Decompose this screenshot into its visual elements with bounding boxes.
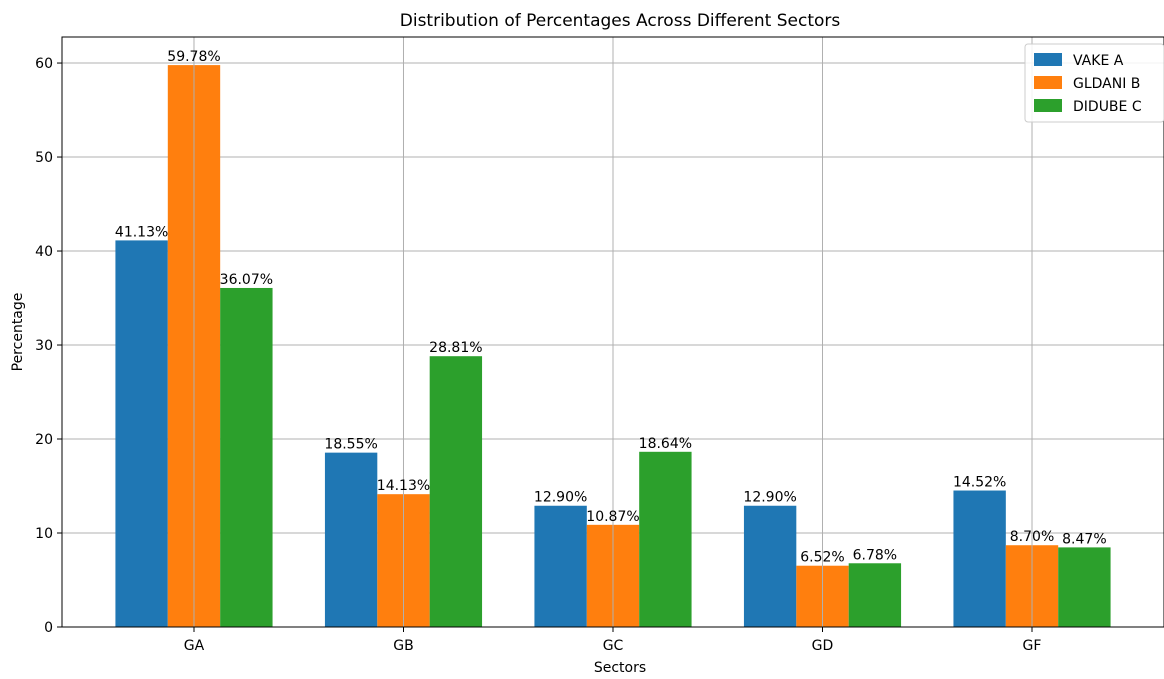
y-tick-label: 40 <box>35 244 53 260</box>
data-label: 18.55% <box>324 437 377 453</box>
data-label: 12.90% <box>534 490 587 506</box>
data-label: 12.90% <box>743 490 796 506</box>
y-tick-label: 60 <box>35 56 53 72</box>
data-labels: 41.13% 18.55% 12.90% 12.90% 14.52% 59.78% 14.1… <box>115 49 1107 566</box>
bar <box>1058 547 1111 627</box>
legend: VAKE A GLDANI B DIDUBE C <box>1024 43 1164 123</box>
y-tick-label: 0 <box>44 620 53 636</box>
y-tick-label: 30 <box>35 338 53 354</box>
y-tick-label: 50 <box>35 150 53 166</box>
bar <box>534 505 587 627</box>
legend-label: GLDANI B <box>1073 76 1140 92</box>
data-label: 8.70% <box>1010 529 1054 545</box>
data-label: 36.07% <box>220 272 273 288</box>
data-label: 41.13% <box>115 224 168 240</box>
legend-label: DIDUBE C <box>1073 99 1142 115</box>
x-tick-label: GA <box>184 638 205 654</box>
bar <box>324 452 378 627</box>
x-tick-label: GF <box>1023 638 1042 654</box>
data-label: 14.52% <box>953 475 1006 491</box>
y-axis-label: Percentage <box>10 293 26 372</box>
x-tick-label: GC <box>603 638 624 654</box>
x-tick-label: GD <box>812 638 834 654</box>
data-label: 18.64% <box>639 436 692 452</box>
plot-frame <box>61 36 1164 628</box>
data-label: 14.13% <box>377 478 430 494</box>
x-axis-label: Sectors <box>594 660 646 675</box>
bar <box>848 563 902 627</box>
x-tick-label: GB <box>393 638 413 654</box>
data-label: 28.81% <box>429 340 482 356</box>
data-label: 8.47% <box>1062 531 1106 547</box>
legend-swatch <box>1034 76 1062 89</box>
bar <box>115 240 168 627</box>
y-tick-label: 20 <box>35 432 53 448</box>
bar <box>220 287 273 627</box>
bar <box>743 505 797 627</box>
bar <box>639 451 692 627</box>
bars <box>115 65 1111 627</box>
bar <box>953 490 1006 627</box>
y-tick-label: 10 <box>35 526 53 542</box>
data-label: 6.52% <box>800 550 844 566</box>
legend-label: VAKE A <box>1073 53 1124 69</box>
data-label: 10.87% <box>586 509 639 525</box>
axes: 0 10 20 30 40 50 60 GA GB GC GD GF <box>35 36 1164 654</box>
legend-swatch <box>1034 99 1062 112</box>
bar <box>429 356 483 627</box>
chart-title: Distribution of Percentages Across Diffe… <box>400 11 841 31</box>
legend-swatch <box>1034 53 1062 66</box>
data-label: 6.78% <box>853 547 897 563</box>
data-label: 59.78% <box>167 49 220 65</box>
